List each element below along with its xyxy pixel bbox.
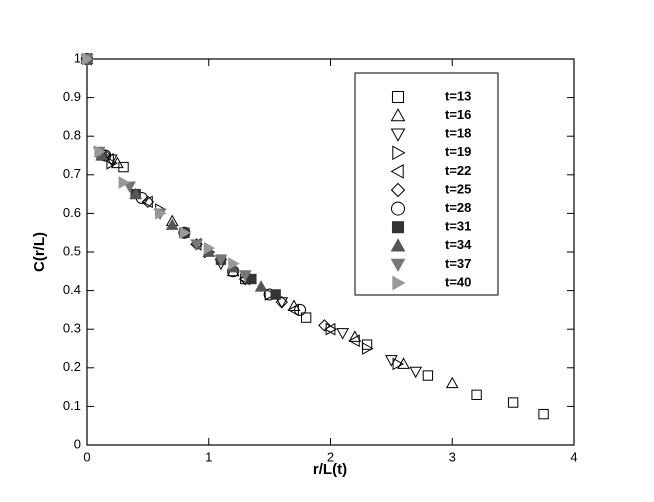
y-tick-label: 1 (74, 50, 81, 65)
data-point (111, 156, 124, 169)
data-point (123, 181, 136, 193)
data-point (300, 312, 312, 323)
data-point (318, 319, 331, 332)
data-point (361, 339, 373, 350)
legend-marker (390, 238, 406, 252)
y-tick-label: 0.9 (63, 89, 81, 104)
y-tick-label: 0.7 (63, 166, 81, 181)
y-tick-label: 0 (74, 436, 81, 451)
y-tick-label: 0.4 (63, 282, 81, 297)
y-tick-label: 0.1 (63, 398, 81, 413)
data-point (409, 366, 423, 379)
data-point (275, 295, 289, 309)
data-point (94, 145, 106, 158)
legend-box (354, 72, 499, 296)
legend-marker (391, 90, 405, 104)
legend-marker (391, 221, 405, 234)
data-point (287, 303, 299, 317)
data-point (507, 397, 519, 408)
data-point (190, 239, 203, 251)
legend-label: t=18 (445, 126, 471, 141)
data-point (397, 357, 410, 369)
legend-marker (391, 201, 405, 216)
y-tick-label: 0.6 (63, 205, 81, 220)
legend-label: t=31 (445, 219, 471, 234)
legend-label: t=19 (445, 144, 471, 159)
x-tick-label: 3 (449, 449, 456, 464)
legend-marker (392, 145, 406, 161)
data-point (254, 280, 268, 292)
y-tick-label: 0.8 (63, 128, 81, 143)
data-point (129, 187, 143, 199)
legend-label: t=16 (445, 107, 471, 122)
data-point (323, 322, 336, 336)
legend-label: t=34 (445, 237, 472, 252)
legend-label: t=25 (445, 181, 471, 196)
x-tick-label: 4 (570, 449, 577, 464)
legend-label: t=28 (445, 200, 471, 215)
data-point (275, 297, 289, 309)
legend-marker (390, 182, 406, 198)
data-point (214, 254, 228, 267)
data-point (422, 370, 434, 381)
legend-marker (390, 108, 406, 122)
data-point (238, 270, 252, 282)
legend-label: t=22 (445, 163, 471, 178)
data-point (82, 52, 94, 66)
data-point (471, 389, 482, 400)
data-point (294, 303, 307, 316)
legend-label: t=40 (445, 274, 471, 289)
data-point (179, 226, 191, 240)
data-point (270, 289, 281, 300)
data-point (362, 342, 374, 355)
legend-marker (390, 164, 404, 179)
legend-label: t=37 (445, 256, 471, 271)
legend-marker (390, 128, 406, 142)
data-point (392, 357, 404, 371)
legend-marker (390, 258, 406, 272)
data-point (264, 288, 277, 301)
data-point (118, 161, 129, 173)
data-point (141, 195, 155, 209)
legend-label: t=13 (445, 88, 471, 103)
x-tick-label: 0 (83, 449, 90, 464)
data-point (118, 176, 131, 189)
data-point (336, 328, 350, 340)
data-point (348, 334, 360, 348)
data-point (155, 207, 167, 220)
y-tick-label: 0.2 (63, 359, 81, 374)
data-point (106, 156, 118, 170)
data-point (102, 153, 114, 166)
data-point (228, 257, 240, 270)
data-point (538, 408, 549, 420)
data-point (385, 355, 398, 367)
legend-marker (392, 275, 406, 291)
y-tick-label: 0.3 (63, 321, 81, 336)
x-tick-label: 1 (205, 449, 212, 464)
data-point (165, 218, 179, 230)
x-axis-label: r/L(t) (313, 461, 347, 478)
y-axis-label: C(r/L) (31, 232, 48, 272)
plot-frame (86, 58, 575, 446)
x-tick-label: 2 (327, 449, 334, 464)
data-point (203, 241, 216, 255)
y-tick-label: 0.5 (63, 243, 81, 258)
data-point (445, 376, 459, 389)
